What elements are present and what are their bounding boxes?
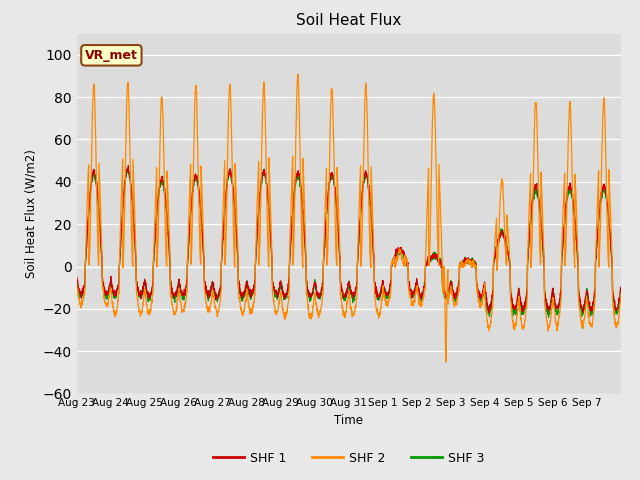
SHF 1 xyxy=(617,285,625,291)
SHF 2 xyxy=(73,282,81,288)
SHF 3 xyxy=(513,303,520,309)
SHF 3 xyxy=(381,290,389,296)
SHF 1 xyxy=(610,293,618,299)
Title: Soil Heat Flux: Soil Heat Flux xyxy=(296,13,401,28)
X-axis label: Time: Time xyxy=(334,414,364,427)
Legend: SHF 1, SHF 2, SHF 3: SHF 1, SHF 2, SHF 3 xyxy=(208,447,490,469)
SHF 3 xyxy=(543,304,551,310)
SHF 3 xyxy=(127,191,135,196)
SHF 2 xyxy=(544,324,552,329)
Line: SHF 2: SHF 2 xyxy=(77,74,621,362)
SHF 3 xyxy=(545,314,552,320)
SHF 2 xyxy=(127,216,135,221)
SHF 1 xyxy=(544,305,552,311)
Line: SHF 1: SHF 1 xyxy=(77,166,621,312)
SHF 1 xyxy=(245,285,253,291)
SHF 1 xyxy=(513,300,521,306)
SHF 3 xyxy=(610,299,618,305)
SHF 3 xyxy=(245,291,253,297)
SHF 1 xyxy=(127,188,135,193)
SHF 2 xyxy=(294,71,301,77)
SHF 1 xyxy=(124,163,132,168)
Y-axis label: Soil Heat Flux (W/m2): Soil Heat Flux (W/m2) xyxy=(24,149,37,278)
Line: SHF 3: SHF 3 xyxy=(77,168,621,317)
SHF 2 xyxy=(610,304,618,310)
SHF 2 xyxy=(244,300,252,306)
SHF 2 xyxy=(513,312,521,318)
SHF 3 xyxy=(73,276,81,282)
SHF 1 xyxy=(485,310,493,315)
SHF 2 xyxy=(617,291,625,297)
Text: VR_met: VR_met xyxy=(85,49,138,62)
SHF 2 xyxy=(381,298,389,303)
SHF 1 xyxy=(381,290,389,296)
SHF 2 xyxy=(442,359,450,365)
SHF 1 xyxy=(73,275,81,280)
SHF 3 xyxy=(124,166,132,171)
SHF 3 xyxy=(617,286,625,291)
